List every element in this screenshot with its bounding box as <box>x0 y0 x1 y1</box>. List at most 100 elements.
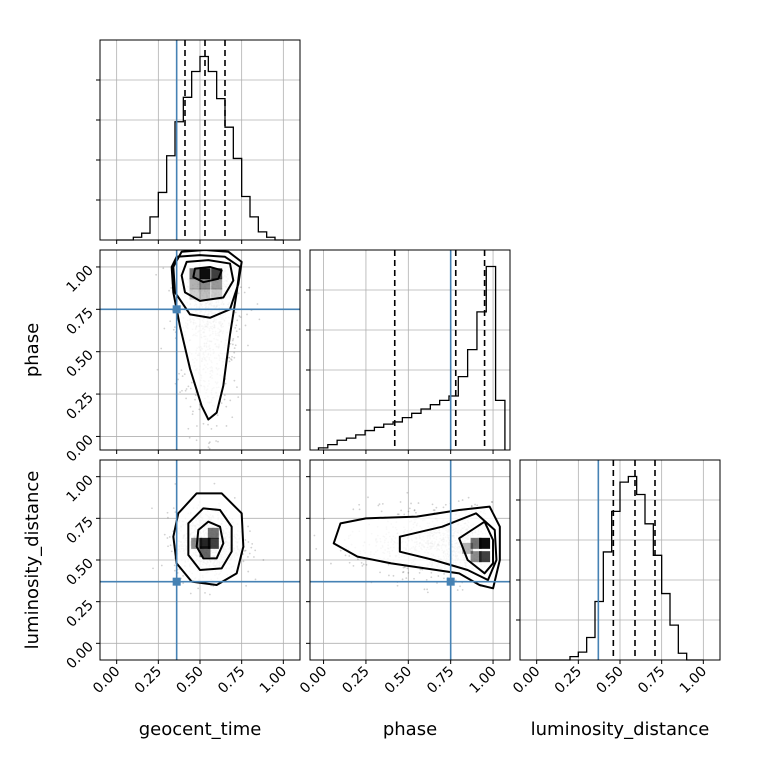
sample-point <box>247 556 249 558</box>
sample-point <box>236 386 238 389</box>
sample-point <box>192 410 194 413</box>
sample-point <box>208 447 211 450</box>
sample-point <box>348 561 351 564</box>
sample-point <box>184 389 187 392</box>
x-tick-label: 0.25 <box>552 664 585 697</box>
sample-point <box>247 344 249 347</box>
density-cell <box>479 551 491 563</box>
contour-line <box>180 259 235 302</box>
sample-point <box>362 563 365 566</box>
histogram-panel-luminosity-distance: 0.00 0.25 0.50 0.75 1.00 <box>510 459 721 697</box>
sample-point <box>323 517 325 520</box>
sample-point <box>392 574 395 577</box>
density-cell <box>470 551 482 563</box>
sample-point <box>237 396 240 399</box>
sample-point <box>253 556 255 558</box>
density-cell <box>189 288 201 300</box>
sample-point <box>360 561 363 564</box>
sample-point <box>155 273 158 276</box>
sample-point <box>461 499 464 501</box>
y-tick-label: 0.25 <box>63 390 96 423</box>
sample-point <box>189 592 192 595</box>
x-tick-label: 0.25 <box>132 664 165 697</box>
y-tick-label: 0.00 <box>63 432 96 465</box>
histogram-panel-geocent-time <box>96 39 301 244</box>
histogram-step <box>116 55 284 241</box>
sample-point <box>352 564 355 567</box>
sample-point <box>181 389 183 392</box>
sample-point <box>170 287 173 289</box>
sample-point <box>339 549 342 552</box>
contour-line <box>195 520 225 560</box>
ylabel-luminosity-distance: luminosity_distance <box>22 471 43 650</box>
sample-point <box>426 588 429 591</box>
sample-point <box>313 534 316 537</box>
sample-point <box>256 303 259 305</box>
sample-point <box>228 356 230 359</box>
sample-point <box>231 416 234 419</box>
sample-point <box>198 408 201 411</box>
sample-point <box>251 542 254 545</box>
plot-area <box>151 482 265 596</box>
sample-point <box>244 539 247 541</box>
sample-point <box>403 513 406 516</box>
sample-point <box>233 496 236 499</box>
density-cell <box>199 268 211 280</box>
density-cell <box>199 546 211 558</box>
sample-point <box>419 568 422 571</box>
sample-point <box>435 506 438 509</box>
sample-point <box>244 549 247 552</box>
sample-point <box>388 574 390 577</box>
sample-point <box>431 503 434 506</box>
sample-point <box>456 589 459 591</box>
sample-point <box>194 394 197 397</box>
sample-point <box>245 584 248 587</box>
sample-point <box>228 356 231 359</box>
sample-point <box>402 566 405 569</box>
sample-point <box>189 387 192 390</box>
sample-point <box>205 477 207 479</box>
sample-point <box>444 503 447 506</box>
sample-point <box>208 441 211 444</box>
xlabel-geocent-time: geocent_time <box>139 719 262 740</box>
sample-point <box>423 588 426 591</box>
plot-area <box>155 250 261 479</box>
sample-point <box>172 507 175 510</box>
sample-point <box>235 324 238 327</box>
sample-point <box>442 506 445 509</box>
sample-point <box>365 563 368 566</box>
sample-point <box>207 446 210 449</box>
x-tick-label: 1.00 <box>677 664 710 697</box>
y-tick-label: 0.25 <box>63 597 96 630</box>
contour-line <box>172 492 245 586</box>
sample-point <box>330 562 332 565</box>
sample-point <box>225 405 228 408</box>
sample-point <box>248 552 251 555</box>
y-tick-label: 0.50 <box>63 556 96 589</box>
sample-point <box>233 351 236 354</box>
sample-point <box>229 399 232 402</box>
x-tick-label: 0.75 <box>215 664 248 697</box>
histogram-panel-phase <box>306 249 511 454</box>
sample-point <box>163 533 166 536</box>
truth-marker <box>172 577 181 586</box>
sample-point <box>443 573 445 575</box>
scatter-panel-geocent-time-vs-phase: 0.00 0.25 0.50 0.75 1.00 <box>63 249 301 479</box>
sample-point <box>258 318 261 321</box>
sample-point <box>182 582 185 584</box>
x-tick-label: 0.00 <box>297 664 330 697</box>
sample-point <box>461 589 464 591</box>
y-tick-label: 0.75 <box>63 514 96 547</box>
density-cell <box>211 268 223 280</box>
ylabel-phase: phase <box>22 323 43 377</box>
sample-point <box>459 585 461 588</box>
sample-point <box>168 536 171 538</box>
sample-point <box>430 576 433 579</box>
sample-point <box>242 560 245 563</box>
y-tick-label: 1.00 <box>63 472 96 505</box>
y-tick-label: 0.75 <box>63 305 96 338</box>
sample-point <box>402 571 405 573</box>
sample-point <box>467 496 470 499</box>
sample-point <box>190 381 193 384</box>
sample-point <box>454 579 457 582</box>
